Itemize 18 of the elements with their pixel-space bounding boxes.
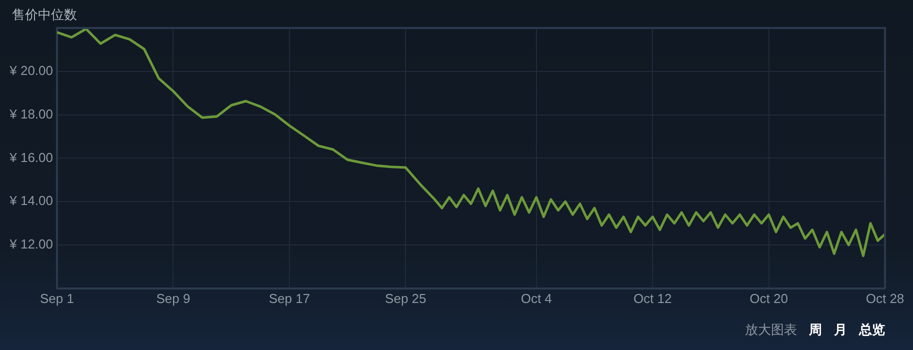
y-tick-label: ¥ 16.00 — [8, 150, 53, 165]
text: 总览 — [859, 322, 885, 337]
y-tick-label: ¥ 18.00 — [8, 106, 53, 122]
chart-title: 售价中位数 — [12, 6, 77, 24]
text: 周 — [809, 322, 822, 337]
y-tick-label: ¥ 20.00 — [8, 62, 53, 78]
x-tick-label: Sep 1 — [40, 290, 74, 306]
text: 放大图表 — [745, 322, 797, 337]
y-tick-label: ¥ 12.00 — [8, 236, 53, 252]
y-tick-label: ¥ 14.00 — [8, 193, 53, 208]
x-tick-label: Sep 17 — [268, 290, 310, 306]
x-tick-label: Oct 12 — [633, 290, 672, 306]
x-tick-label: Sep 9 — [156, 290, 190, 306]
x-tick-label: Oct 4 — [520, 290, 552, 306]
x-tick-label: Oct 20 — [750, 290, 788, 306]
x-tick-label: Oct 28 — [866, 290, 904, 306]
text: 月 — [834, 322, 847, 337]
x-tick-label: Sep 25 — [385, 290, 426, 306]
